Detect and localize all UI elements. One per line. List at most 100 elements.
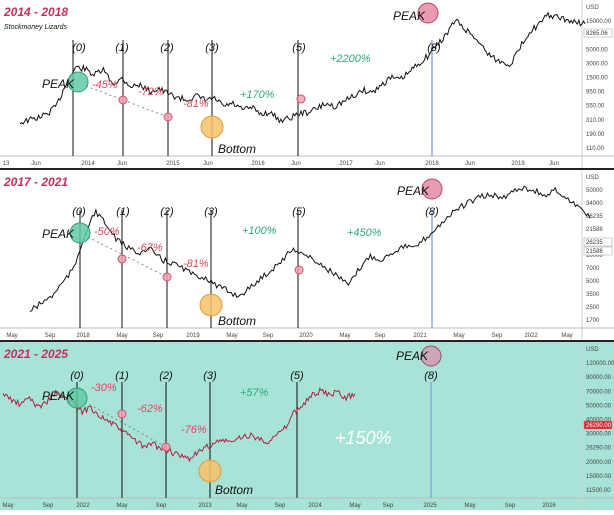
- price-series-line: [2, 387, 356, 463]
- cycle-label: (1): [116, 206, 130, 218]
- y-tick-label: 190.00: [586, 132, 605, 138]
- price-label-box: [583, 28, 613, 38]
- y-tick-label: 1700: [586, 318, 600, 324]
- y-tick-label: 3000.00: [586, 61, 608, 67]
- cycle-label: (3): [204, 206, 218, 218]
- x-tick-label: Sep: [383, 503, 394, 509]
- price-label-box: [583, 246, 613, 256]
- annotation-label: PEAK: [393, 9, 426, 23]
- x-tick-label: May: [561, 333, 572, 339]
- x-tick-label: Jun: [465, 161, 475, 167]
- cycle-marker: [161, 442, 171, 452]
- x-tick-label: Sep: [492, 333, 503, 339]
- y-tick-label: USD: [586, 5, 599, 11]
- x-tick-label: Sep: [263, 333, 274, 339]
- y-tick-label: 7000: [586, 266, 600, 272]
- y-tick-label: 70000.00: [586, 389, 612, 395]
- panel-background: [0, 0, 614, 168]
- annotation-label: +100%: [242, 225, 277, 237]
- x-tick-label: May: [464, 503, 475, 509]
- annotation-label: PEAK: [397, 184, 430, 198]
- panel-title: 2017 - 2021: [3, 175, 68, 189]
- x-tick-label: 2025: [423, 503, 437, 509]
- annotation-label: +2200%: [330, 53, 371, 65]
- y-tick-label: USD: [586, 175, 599, 181]
- x-tick-label: Jun: [31, 161, 41, 167]
- y-tick-label: 120000.00: [586, 361, 614, 367]
- cycle-marker: [118, 95, 128, 105]
- y-tick-label: 26235: [586, 214, 603, 220]
- cycle-label: (3): [205, 42, 219, 54]
- annotation-label: -76%: [181, 424, 207, 436]
- x-tick-label: May: [116, 333, 127, 339]
- x-tick-label: Sep: [275, 503, 286, 509]
- cycle-marker: [296, 94, 306, 104]
- x-tick-label: May: [453, 333, 464, 339]
- cycle-marker: [294, 265, 304, 275]
- cycle-marker: [420, 345, 442, 367]
- cycle-label: (0): [72, 42, 86, 54]
- x-tick-label: 2026: [542, 503, 556, 509]
- x-tick-label: Jun: [117, 161, 127, 167]
- x-tick-label: Sep: [45, 333, 56, 339]
- x-tick-label: 2022: [76, 503, 90, 509]
- cycle-label: (0): [72, 206, 86, 218]
- cycle-label: (8): [427, 42, 441, 54]
- x-tick-label: 13: [3, 161, 10, 167]
- y-tick-label: 110.00: [586, 146, 605, 152]
- x-tick-label: 2017: [339, 161, 353, 167]
- price-label-box: [583, 420, 613, 430]
- x-tick-label: 2022: [524, 333, 538, 339]
- cycle-marker: [421, 178, 443, 200]
- annotation-label: -30%: [91, 382, 117, 394]
- annotation-label: -62%: [137, 403, 163, 415]
- price-label: 26290.00: [586, 423, 612, 429]
- x-tick-label: Sep: [375, 333, 386, 339]
- cycle-label: (2): [159, 370, 173, 382]
- annotation-label: -45%: [92, 79, 118, 91]
- cycle-panel-3: (0) (1) (2) (3) (5) (8) PEAK -30% -62% -76% +57% +1…: [0, 342, 614, 510]
- cycle-label: (3): [203, 370, 217, 382]
- annotation-label: -81%: [183, 258, 209, 270]
- annotation-label: -72%: [138, 86, 164, 98]
- x-tick-label: 2016: [251, 161, 265, 167]
- x-tick-label: Sep: [156, 503, 167, 509]
- cycle-marker: [67, 71, 89, 93]
- y-tick-label: 34000: [586, 201, 603, 207]
- cycle-label: (0): [70, 370, 84, 382]
- y-tick-label: 950.00: [586, 90, 605, 96]
- cycle-panel-1: (0) (1) (2) (3) (5) (8) PEAK -45% -72% -81% +170% +…: [0, 0, 614, 168]
- cycle-marker: [163, 112, 173, 122]
- panel-title: 2021 - 2025: [3, 347, 68, 361]
- cycle-marker: [66, 387, 88, 409]
- annotation-label: +170%: [240, 89, 275, 101]
- x-tick-label: May: [2, 503, 13, 509]
- cycle-label: (2): [160, 42, 174, 54]
- price-label: 21588: [586, 249, 603, 255]
- annotation-label: Bottom: [218, 314, 256, 328]
- cycle-label: (1): [115, 370, 129, 382]
- panel-background: [0, 170, 614, 340]
- annotation-label: +450%: [347, 227, 382, 239]
- x-tick-label: May: [6, 333, 17, 339]
- x-tick-label: 2018: [76, 333, 90, 339]
- annotation-label: -81%: [183, 98, 209, 110]
- y-tick-label: 11500.00: [586, 488, 611, 494]
- y-tick-label: 20000.00: [586, 460, 612, 466]
- price-label: 26235: [586, 240, 603, 246]
- y-tick-label: 26290.00: [586, 446, 612, 452]
- annotation-label: -50%: [94, 226, 120, 238]
- price-series-line: [29, 185, 591, 313]
- cycle-marker: [117, 409, 127, 419]
- cycle-marker: [162, 272, 172, 282]
- annotation-label: PEAK: [42, 389, 75, 403]
- cycle-label: (2): [160, 206, 174, 218]
- y-tick-label: 310.00: [586, 118, 605, 124]
- panel-title: 2014 - 2018: [3, 5, 68, 19]
- x-tick-label: Sep: [43, 503, 54, 509]
- cycle-marker: [417, 2, 439, 24]
- x-tick-label: 2020: [299, 333, 313, 339]
- x-tick-label: Jun: [291, 161, 301, 167]
